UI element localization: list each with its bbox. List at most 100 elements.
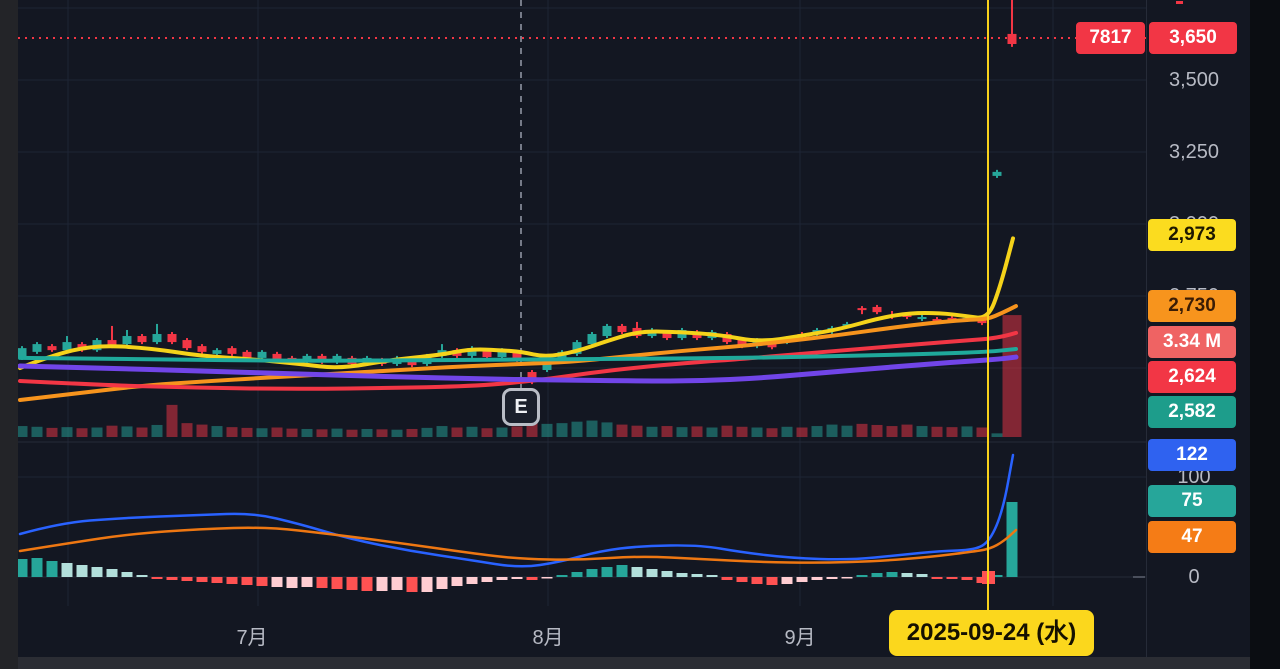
volume-bar [511, 426, 523, 437]
candle-body [212, 350, 222, 354]
candle-body [122, 336, 132, 345]
hist-bar [256, 577, 268, 586]
volume-bar [961, 426, 973, 437]
hist-bar [136, 575, 148, 577]
hist-bar [526, 577, 538, 580]
volume-bar [661, 426, 673, 437]
candle-body [917, 317, 927, 320]
volume-bar [916, 426, 928, 437]
hist-bar [706, 575, 718, 577]
hist-bar [511, 577, 523, 579]
hist-bar [736, 577, 748, 582]
volume-bar [751, 427, 763, 437]
hist-bar [946, 577, 958, 579]
symbol-price-label: 7817 [1076, 22, 1145, 54]
hist-bar [721, 577, 733, 580]
volume-bar [766, 428, 778, 437]
volume-layer [16, 315, 1022, 437]
volume-bar [151, 424, 163, 437]
hist-bar [61, 563, 73, 577]
volume-bar [121, 426, 133, 437]
hist-bar [316, 577, 328, 588]
candle-body [497, 350, 507, 358]
candle-body [137, 336, 147, 343]
candle-body [602, 325, 612, 337]
volume-bar [841, 425, 853, 437]
volume-bar [541, 423, 553, 437]
price-scale-tick: 0 [1188, 566, 1200, 588]
hist-bar [331, 577, 343, 589]
indicator-value-badge: 2,730 [1148, 290, 1236, 322]
volume-bar [646, 426, 658, 437]
hist-bar [751, 577, 763, 584]
hist-bar [436, 577, 448, 589]
indicator-value-badge: 2,582 [1148, 396, 1236, 428]
ma-red [18, 330, 1018, 391]
volume-bar [826, 424, 838, 437]
candle-body [527, 372, 537, 381]
hist-bar [931, 577, 943, 579]
hist-bar [196, 577, 208, 582]
candle-body [197, 346, 207, 352]
hist-bar [466, 577, 478, 584]
price-line-axis-label: 3,650 [1149, 22, 1237, 54]
volume-bar [16, 426, 28, 437]
volume-bar [361, 428, 373, 437]
hist-bar [661, 571, 673, 577]
hist-bar [856, 575, 868, 577]
volume-bar [376, 429, 388, 437]
volume-bar [736, 426, 748, 437]
ma-purple [17, 354, 1019, 384]
volume-bar [1002, 315, 1022, 437]
candle-body [227, 348, 237, 354]
hist-bar [646, 569, 658, 577]
volume-bar [886, 426, 898, 437]
volume-bar [856, 423, 868, 437]
candle-body [32, 344, 42, 352]
candle-body [662, 332, 672, 339]
volume-bar [571, 421, 583, 437]
osc-blue [18, 453, 1015, 568]
hist-bar [601, 567, 613, 577]
ma-teal [18, 346, 1018, 363]
indicator-value-badge: 75 [1148, 485, 1236, 517]
candle-body [482, 350, 492, 358]
hist-bar [121, 572, 133, 577]
price-scale-tick: 3,250 [1168, 141, 1220, 163]
volume-bar [946, 427, 958, 437]
candle-body [62, 342, 72, 351]
hist-bar [226, 577, 238, 584]
indicator-value-badge: 3.34 M [1148, 326, 1236, 358]
candle-body [242, 351, 252, 358]
candle-body [857, 308, 867, 311]
candle-body [17, 348, 27, 358]
volume-bar [976, 427, 988, 437]
earnings-marker[interactable]: E [502, 388, 540, 426]
hist-bar [781, 577, 793, 584]
hist-bar [301, 577, 313, 587]
hist-bar [406, 577, 418, 592]
time-scale-month-label: 8月 [532, 627, 564, 649]
hist-bar [841, 577, 853, 579]
volume-bar [601, 422, 613, 437]
hist-bar [391, 577, 403, 590]
volume-bar [166, 404, 178, 437]
volume-bar [211, 426, 223, 437]
axis-price-tick [1176, 1, 1183, 4]
candle-body [257, 351, 267, 358]
left-margin-strip [0, 0, 18, 669]
bottom-margin-strip [18, 657, 1250, 669]
hist-bar [76, 565, 88, 577]
candle-body [152, 334, 162, 343]
volume-bar [871, 424, 883, 437]
candle-body [932, 319, 942, 322]
volume-bar [496, 427, 508, 437]
hist-bar [676, 573, 688, 577]
hist-bar [346, 577, 358, 590]
hist-bar [271, 577, 283, 587]
hist-bar [766, 577, 778, 585]
volume-bar [631, 425, 643, 437]
candle-body [617, 325, 627, 332]
hist-bar [16, 559, 28, 577]
